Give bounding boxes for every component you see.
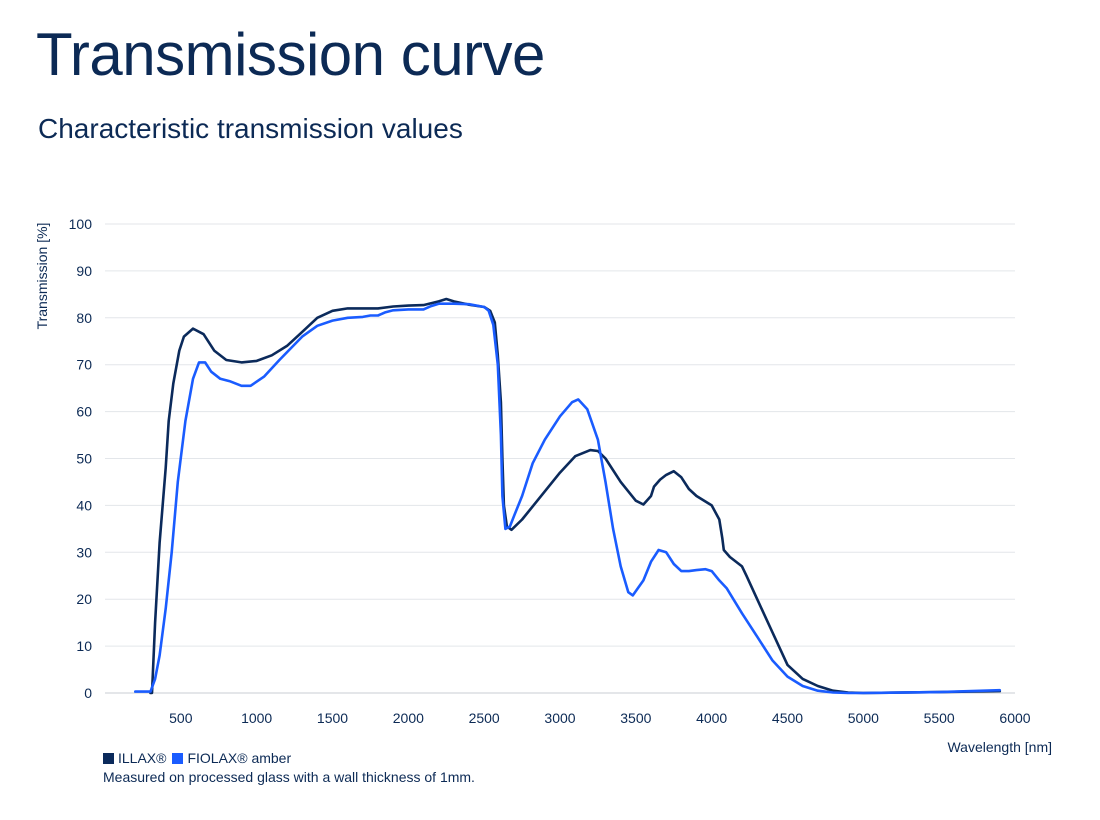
y-tick-label-10: 10 — [76, 638, 92, 654]
series-line-illax — [149, 297, 1002, 695]
chart-series — [134, 297, 1002, 695]
page-subtitle: Characteristic transmission values — [38, 113, 463, 144]
x-tick-label-5000: 5000 — [848, 710, 879, 726]
x-tick-label-6000: 6000 — [999, 710, 1030, 726]
y-tick-label-100: 100 — [69, 216, 93, 232]
y-tick-label-0: 0 — [84, 685, 92, 701]
y-tick-label-70: 70 — [76, 357, 92, 373]
x-tick-label-4000: 4000 — [696, 710, 727, 726]
x-axis-ticks: 500 1000 1500 2000 2500 3000 3500 4000 4500 5000 5… — [169, 710, 1031, 726]
x-tick-label-2500: 2500 — [469, 710, 500, 726]
legend-item-illax: ILLAX® — [103, 750, 166, 766]
legend-swatch-fiolax-amber — [172, 752, 184, 764]
x-tick-label-1000: 1000 — [241, 710, 272, 726]
x-tick-label-5500: 5500 — [924, 710, 955, 726]
y-axis-label: Transmission [%] — [34, 223, 50, 330]
y-tick-label-20: 20 — [76, 591, 92, 607]
y-axis-ticks: 0 10 20 30 40 50 60 70 80 90 100 — [69, 216, 93, 701]
x-axis-label: Wavelength [nm] — [947, 739, 1052, 755]
legend-label-illax: ILLAX® — [118, 750, 167, 766]
legend-label-fiolax-amber: FIOLAX® amber — [187, 750, 292, 766]
x-tick-label-3000: 3000 — [544, 710, 575, 726]
measurement-note: Measured on processed glass with a wall … — [103, 769, 475, 785]
x-tick-label-1500: 1500 — [317, 710, 348, 726]
x-tick-label-4500: 4500 — [772, 710, 803, 726]
y-tick-label-40: 40 — [76, 497, 92, 513]
chart-grid — [105, 223, 1015, 694]
y-tick-label-30: 30 — [76, 544, 92, 560]
page-title: Transmission curve — [36, 21, 545, 88]
y-tick-label-50: 50 — [76, 451, 92, 467]
legend-swatch-illax — [103, 752, 114, 764]
x-tick-label-2000: 2000 — [393, 710, 424, 726]
x-tick-label-500: 500 — [169, 710, 193, 726]
x-tick-label-3500: 3500 — [620, 710, 651, 726]
chart-legend: ILLAX® FIOLAX® amber — [103, 750, 297, 766]
series-line-fiolax-amber — [134, 302, 1002, 695]
legend-item-fiolax-amber: FIOLAX® amber — [172, 750, 291, 766]
y-tick-label-90: 90 — [76, 263, 92, 279]
y-tick-label-60: 60 — [76, 404, 92, 420]
y-tick-label-80: 80 — [76, 310, 92, 326]
